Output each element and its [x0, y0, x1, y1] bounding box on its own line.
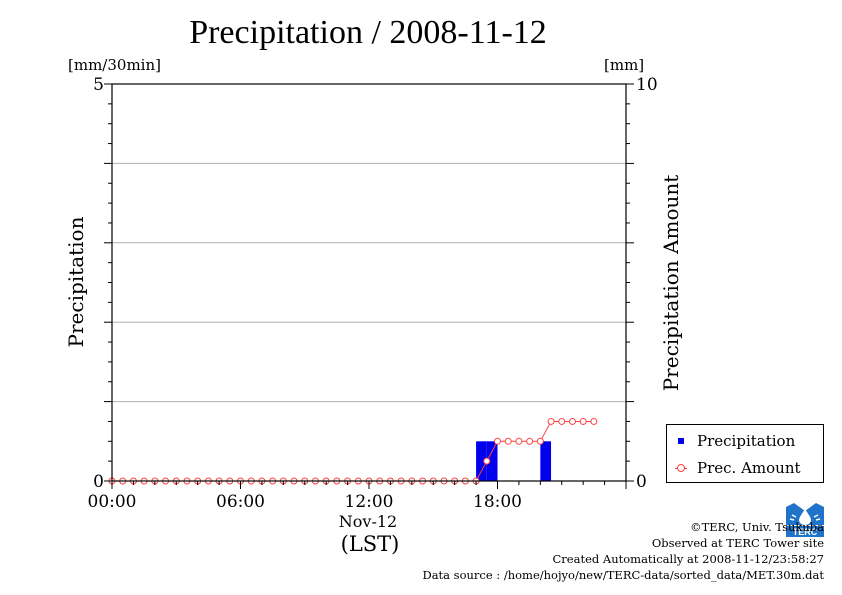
precipitation-bar: [476, 441, 487, 481]
y-tick-label-left: 5: [93, 75, 104, 95]
legend-label-precipitation: Precipitation: [697, 432, 796, 450]
credit-data-source: Data source : /home/hojyo/new/TERC-data/…: [422, 568, 824, 582]
credits: ©TERC, Univ. Tsukuba Observed at TERC To…: [422, 519, 824, 583]
legend-bar-swatch: [678, 438, 684, 444]
plot-frame: [111, 83, 627, 482]
axis-ticks: 00:00 06:00 12:00 18:00 0 5 0 10: [88, 75, 658, 512]
amount-point: [558, 417, 566, 425]
amount-point: [515, 437, 523, 445]
amount-point: [590, 417, 598, 425]
precipitation-bar: [540, 441, 552, 481]
left-axis-unit: [mm/30min]: [68, 56, 161, 74]
legend-line-swatch: [675, 463, 687, 473]
amount-point: [504, 437, 512, 445]
credit-observation-site: Observed at TERC Tower site: [651, 536, 824, 550]
chart-title: Precipitation / 2008-11-12: [189, 14, 547, 51]
amount-point: [568, 417, 576, 425]
legend-item-precipitation: Precipitation: [675, 431, 795, 451]
right-axis-unit: [mm]: [604, 56, 645, 74]
amount-point: [547, 417, 555, 425]
x-tick-label: 06:00: [216, 492, 265, 512]
amount-point: [579, 417, 587, 425]
gridlines: [112, 162, 626, 403]
amount-point: [536, 437, 544, 445]
amount-series-line: [112, 420, 594, 482]
legend-item-amount: Prec. Amount: [675, 458, 801, 478]
amount-point: [494, 437, 501, 445]
precipitation-bar: [486, 441, 498, 481]
precipitation-bars: [476, 441, 552, 481]
x-tick-label: 00:00: [88, 492, 137, 512]
svg-text:TERC: TERC: [793, 527, 818, 537]
y-tick-label-right: 10: [636, 75, 658, 95]
credit-copyright: ©TERC, Univ. Tsukuba: [690, 520, 824, 534]
amount-point: [483, 457, 491, 465]
x-axis-timezone-label: (LST): [340, 532, 400, 556]
amount-point: [526, 437, 534, 445]
terc-logo: TERC: [786, 503, 824, 537]
legend: Precipitation Prec. Amount: [666, 424, 824, 483]
amount-line: [108, 417, 598, 485]
y-tick-label-left: 0: [93, 472, 104, 492]
legend-label-amount: Prec. Amount: [697, 459, 801, 477]
y-tick-label-right: 0: [636, 472, 647, 492]
credit-created-timestamp: Created Automatically at 2008-11-12/23:5…: [552, 552, 825, 566]
x-axis-date-label: Nov-12: [338, 512, 398, 531]
x-tick-label: 12:00: [345, 492, 394, 512]
x-tick-label: 18:00: [473, 492, 522, 512]
